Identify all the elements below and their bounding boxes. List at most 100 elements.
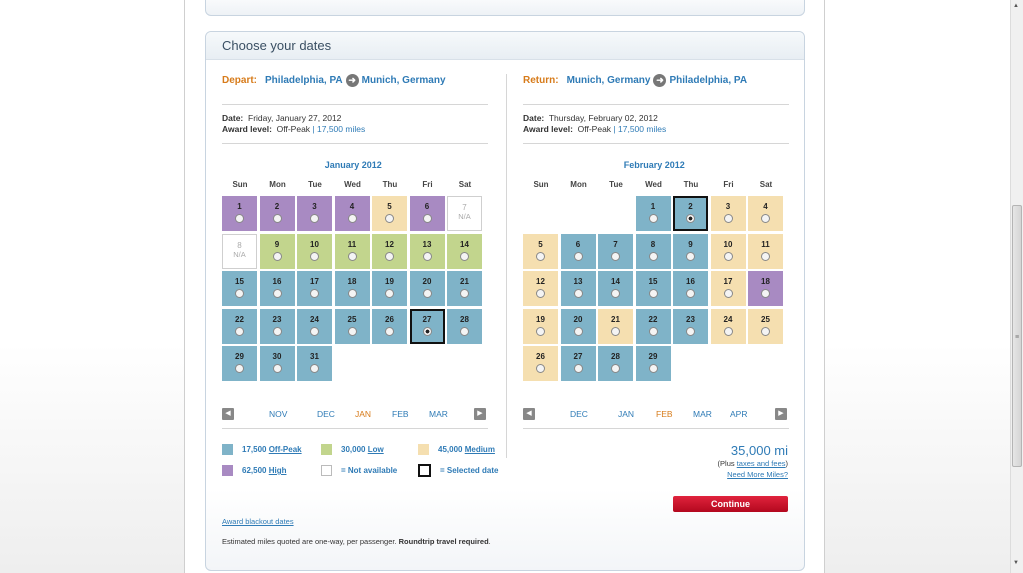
calendar-day[interactable]: 11 [748, 233, 783, 269]
radio-icon[interactable] [385, 289, 394, 298]
radio-icon[interactable] [761, 289, 770, 298]
radio-icon[interactable] [347, 251, 357, 261]
calendar-day-selected[interactable]: 27 [409, 308, 445, 344]
calendar-day[interactable]: 5 [372, 196, 407, 231]
radio-icon[interactable] [272, 364, 282, 373]
nav-month-link[interactable]: FEB [392, 409, 409, 419]
legend-medium-link[interactable]: Medium [464, 445, 495, 454]
scrollbar-thumb[interactable]: ≡ [1012, 205, 1022, 467]
calendar-day[interactable]: 30 [259, 346, 295, 381]
radio-icon[interactable] [611, 251, 620, 261]
radio-icon[interactable] [235, 326, 244, 336]
nav-month-link[interactable]: DEC [317, 409, 335, 419]
calendar-day[interactable]: 29 [222, 346, 257, 381]
calendar-day[interactable]: 7 [598, 233, 633, 269]
vertical-scrollbar[interactable]: ▲ ≡ ▼ [1010, 0, 1023, 573]
radio-icon[interactable] [723, 251, 733, 261]
radio-icon[interactable] [347, 326, 357, 336]
calendar-day[interactable]: 8 [635, 233, 671, 269]
calendar-day[interactable]: 13 [409, 233, 445, 269]
radio-icon[interactable] [611, 289, 620, 298]
radio-icon[interactable] [761, 251, 770, 261]
need-more-miles-link[interactable]: Need More Miles? [727, 470, 788, 479]
radio-icon[interactable] [536, 289, 545, 298]
calendar-day[interactable]: 23 [259, 308, 295, 344]
calendar-day[interactable]: 20 [409, 271, 445, 306]
calendar-day[interactable]: 2 [259, 196, 295, 231]
calendar-day[interactable]: 14 [447, 233, 482, 269]
calendar-day[interactable]: 16 [259, 271, 295, 306]
calendar-day[interactable]: 9 [259, 233, 295, 269]
calendar-day[interactable]: 25 [334, 308, 370, 344]
radio-selected-icon[interactable] [422, 326, 432, 336]
scroll-up-icon[interactable]: ▲ [1013, 3, 1019, 9]
calendar-day[interactable]: 18 [334, 271, 370, 306]
calendar-day[interactable]: 22 [222, 308, 257, 344]
radio-icon[interactable] [385, 251, 394, 261]
calendar-day[interactable]: 4 [748, 196, 783, 231]
continue-button[interactable]: Continue [673, 496, 788, 512]
radio-icon[interactable] [686, 326, 695, 336]
radio-icon[interactable] [648, 214, 658, 223]
chevron-left-icon[interactable]: ◀ [523, 408, 535, 420]
calendar-day[interactable]: 10 [710, 233, 746, 269]
calendar-day[interactable]: 21 [598, 308, 633, 344]
radio-icon[interactable] [761, 214, 770, 223]
radio-icon[interactable] [648, 289, 658, 298]
calendar-day[interactable]: 29 [635, 346, 671, 381]
radio-icon[interactable] [536, 326, 545, 336]
radio-icon[interactable] [235, 289, 244, 298]
radio-icon[interactable] [272, 326, 282, 336]
calendar-day[interactable]: 6 [560, 233, 596, 269]
calendar-day[interactable]: 3 [297, 196, 332, 231]
calendar-day[interactable]: 17 [297, 271, 332, 306]
calendar-day[interactable]: 26 [372, 308, 407, 344]
calendar-day[interactable]: 15 [635, 271, 671, 306]
calendar-day[interactable]: 12 [523, 271, 558, 306]
calendar-day[interactable]: 3 [710, 196, 746, 231]
radio-icon[interactable] [460, 326, 469, 336]
radio-icon[interactable] [235, 214, 244, 223]
legend-high-link[interactable]: High [268, 466, 287, 475]
calendar-day[interactable]: 6 [409, 196, 445, 231]
nav-month-link[interactable]: MAR [693, 409, 712, 419]
calendar-day[interactable]: 27 [560, 346, 596, 381]
radio-icon[interactable] [272, 289, 282, 298]
radio-icon[interactable] [648, 251, 658, 261]
calendar-day[interactable]: 31 [297, 346, 332, 381]
radio-icon[interactable] [648, 326, 658, 336]
radio-icon[interactable] [573, 326, 583, 336]
radio-icon[interactable] [385, 326, 394, 336]
radio-icon[interactable] [573, 289, 583, 298]
calendar-day[interactable]: 14 [598, 271, 633, 306]
radio-icon[interactable] [347, 214, 357, 223]
calendar-day-selected[interactable]: 2 [673, 196, 708, 231]
radio-icon[interactable] [611, 364, 620, 373]
calendar-day[interactable]: 26 [523, 346, 558, 381]
scroll-down-icon[interactable]: ▼ [1013, 560, 1019, 566]
calendar-day[interactable]: 9 [673, 233, 708, 269]
radio-icon[interactable] [422, 289, 432, 298]
radio-icon[interactable] [310, 289, 319, 298]
calendar-day[interactable]: 11 [334, 233, 370, 269]
radio-icon[interactable] [422, 251, 432, 261]
chevron-left-icon[interactable]: ◀ [222, 408, 234, 420]
calendar-day[interactable]: 21 [447, 271, 482, 306]
taxes-and-fees-link[interactable]: taxes and fees [736, 459, 786, 468]
calendar-day[interactable]: 1 [635, 196, 671, 231]
radio-icon[interactable] [310, 214, 319, 223]
legend-off-peak-link[interactable]: Off-Peak [268, 445, 302, 454]
calendar-day[interactable]: 12 [372, 233, 407, 269]
calendar-day[interactable]: 4 [334, 196, 370, 231]
radio-icon[interactable] [536, 251, 545, 261]
radio-icon[interactable] [310, 364, 319, 373]
radio-icon[interactable] [686, 289, 695, 298]
radio-icon[interactable] [723, 214, 733, 223]
radio-icon[interactable] [272, 251, 282, 261]
nav-month-link[interactable]: APR [730, 409, 748, 419]
radio-icon[interactable] [272, 214, 282, 223]
radio-icon[interactable] [422, 214, 432, 223]
radio-icon[interactable] [347, 289, 357, 298]
calendar-day[interactable]: 19 [372, 271, 407, 306]
calendar-day[interactable]: 23 [673, 308, 708, 344]
